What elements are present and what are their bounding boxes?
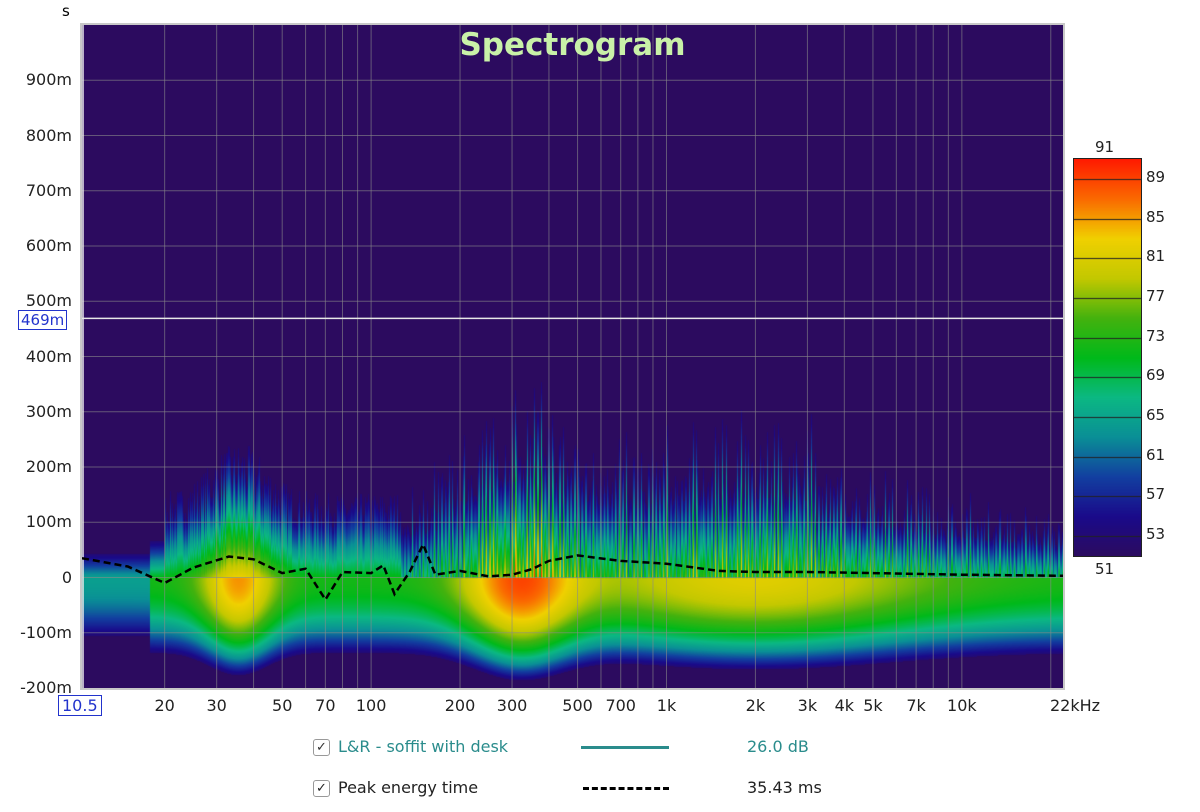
x-tick-label: 5k (863, 696, 883, 715)
legend-line-dashed (583, 787, 669, 790)
spectrogram-plot[interactable]: Spectrogram (80, 23, 1065, 690)
x-tick-label: 70 (315, 696, 336, 715)
checkbox-checked-icon[interactable]: ✓ (313, 780, 330, 797)
y-cursor-label: 469m (18, 310, 68, 330)
x-tick-label: 10k (947, 696, 977, 715)
colorbar-tick-label: 53 (1146, 525, 1166, 544)
colorbar-max: 91 (1095, 138, 1115, 156)
y-tick-label: 800m (25, 125, 72, 145)
x-tick-label: 300 (496, 696, 528, 715)
x-tick-label: 7k (906, 696, 926, 715)
legend-value: 26.0 dB (747, 737, 809, 756)
y-tick-label: -100m (20, 622, 72, 642)
x-tick-label: 50 (272, 696, 293, 715)
y-tick-label: 0 (61, 567, 72, 587)
colorbar-tick-label: 81 (1146, 247, 1166, 266)
x-tick-label: 500 (562, 696, 593, 715)
colorbar-tick-label: 77 (1146, 286, 1166, 305)
x-tick-label: 30 (206, 696, 227, 715)
y-tick-label: 100m (25, 512, 72, 532)
x-tick-label: 100 (355, 696, 387, 715)
y-axis-unit: s (62, 2, 70, 20)
x-tick-label: 22kHz (1049, 696, 1101, 715)
x-tick-label: 4k (834, 696, 855, 715)
legend-label: Peak energy time (338, 778, 479, 797)
x-tick-label: 3k (797, 696, 818, 715)
x-tick-label: 700 (605, 696, 636, 715)
peak-energy-time-line (82, 541, 1063, 602)
y-tick-label: -200m (20, 678, 72, 697)
colorbar-tick-label: 73 (1146, 326, 1166, 345)
legend-item-spectrogram[interactable]: ✓ L&R - soffit with desk 26.0 dB (313, 737, 809, 756)
legend-item-peak-energy[interactable]: ✓ Peak energy time 35.43 ms (313, 778, 822, 797)
x-tick-label: 200 (444, 696, 476, 715)
legend-value: 35.43 ms (747, 778, 822, 797)
x-tick-label: 1k (656, 696, 677, 715)
y-tick-label: 600m (25, 236, 72, 255)
colorbar-tick-label: 61 (1146, 445, 1166, 464)
colorbar-tick-label: 85 (1146, 207, 1166, 226)
x-tick-label: 2k (745, 696, 766, 715)
y-tick-label: 200m (25, 457, 72, 476)
y-tick-label: 500m (25, 291, 72, 311)
y-tick-label: 400m (25, 346, 72, 366)
x-tick-label: 20 (154, 696, 175, 715)
y-tick-label: 900m (25, 70, 72, 90)
colorbar-tick-label: 69 (1146, 366, 1166, 385)
colorbar-tick-label: 65 (1146, 406, 1166, 425)
y-tick-label: 700m (25, 180, 72, 200)
colorbar-min: 51 (1095, 560, 1115, 578)
y-tick-label: 300m (25, 401, 72, 421)
x-cursor-label: 10.5 (58, 695, 102, 716)
colorbar-tick-label: 57 (1146, 485, 1166, 504)
colorbar-tick-label: 89 (1146, 167, 1166, 186)
checkbox-checked-icon[interactable]: ✓ (313, 739, 330, 756)
legend-label: L&R - soffit with desk (338, 737, 509, 756)
chart-title: Spectrogram (459, 27, 686, 63)
legend-line-solid (581, 746, 669, 749)
colorbar (1073, 158, 1142, 557)
plot-overlay (82, 25, 1063, 688)
